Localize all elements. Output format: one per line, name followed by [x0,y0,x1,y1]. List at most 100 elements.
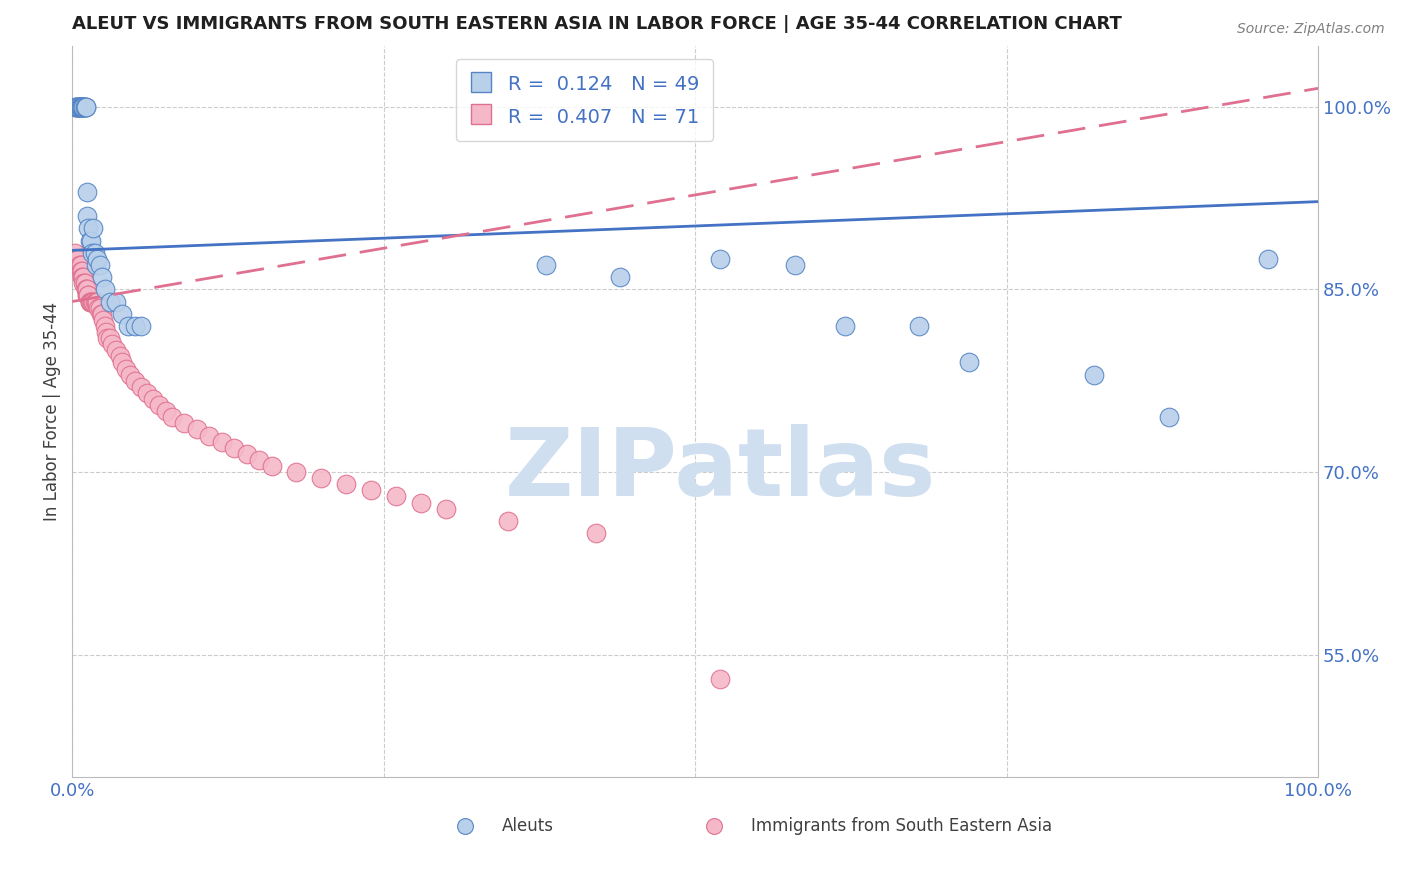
Point [66,99,89,113]
Point [76,282,98,296]
Point [117,318,139,333]
Point [89,258,111,272]
Point [96,331,118,345]
Point [89,301,111,315]
Point [129,318,152,333]
Point [104,343,127,358]
Point [79,234,101,248]
Point [118,368,141,382]
Point [1157,410,1180,425]
Point [91,270,114,285]
Text: Source: ZipAtlas.com: Source: ZipAtlas.com [1237,22,1385,37]
Point [70,270,93,285]
Point [709,672,731,686]
Point [94,325,117,339]
Point [83,294,105,309]
Point [360,483,382,498]
Point [91,307,114,321]
Point [87,301,110,315]
Text: Immigrants from South Eastern Asia: Immigrants from South Eastern Asia [751,817,1052,836]
Point [82,294,104,309]
Point [76,288,98,302]
Point [84,294,107,309]
Point [69,258,91,272]
Point [73,99,96,113]
Point [908,318,931,333]
Point [66,99,89,113]
Point [142,392,165,406]
Point [834,318,856,333]
Point [77,288,100,302]
Point [129,380,152,394]
Point [75,282,97,296]
Point [957,355,980,369]
Point [86,252,108,266]
Point [114,361,136,376]
Point [198,428,221,442]
Point [76,209,98,223]
Point [72,270,94,285]
Point [98,331,121,345]
Point [1257,252,1279,266]
Point [155,404,177,418]
Point [67,99,90,113]
Point [75,99,97,113]
Point [585,526,607,541]
Point [173,417,195,431]
Point [73,99,96,113]
Point [108,349,131,363]
Point [211,434,233,449]
Point [72,99,94,113]
Point [65,99,87,113]
Point [70,264,93,278]
Point [76,288,98,302]
Point [285,465,308,479]
Point [1083,368,1105,382]
Point [335,477,357,491]
Point [75,99,97,113]
Point [90,307,112,321]
Legend: R =  0.124   N = 49, R =  0.407   N = 71: R = 0.124 N = 49, R = 0.407 N = 71 [456,59,713,141]
Point [77,288,100,302]
Text: ALEUT VS IMMIGRANTS FROM SOUTH EASTERN ASIA IN LABOR FORCE | AGE 35-44 CORRELATI: ALEUT VS IMMIGRANTS FROM SOUTH EASTERN A… [72,15,1122,33]
Point [534,258,557,272]
Point [235,447,257,461]
Point [434,501,457,516]
Point [72,99,94,113]
Point [93,318,115,333]
Point [86,294,108,309]
Point [224,441,246,455]
Point [124,318,146,333]
Point [67,258,90,272]
Point [111,355,134,369]
Point [75,282,97,296]
Point [101,337,124,351]
Point [65,252,87,266]
Point [709,252,731,266]
Point [73,277,96,291]
Point [66,258,89,272]
Point [82,294,104,309]
Point [83,245,105,260]
Point [70,99,93,113]
Point [77,221,100,235]
Point [70,99,93,113]
Point [73,277,96,291]
Point [136,385,159,400]
Point [70,99,93,113]
Point [260,458,283,473]
Point [69,258,91,272]
Point [76,185,98,199]
Text: ZIPatlas: ZIPatlas [505,424,936,516]
Point [498,514,520,528]
Point [111,307,134,321]
Point [69,99,91,113]
Point [70,264,93,278]
Point [70,270,93,285]
Point [63,99,86,113]
Point [160,410,183,425]
Point [104,294,127,309]
Point [409,495,432,509]
Point [79,294,101,309]
Point [80,234,103,248]
